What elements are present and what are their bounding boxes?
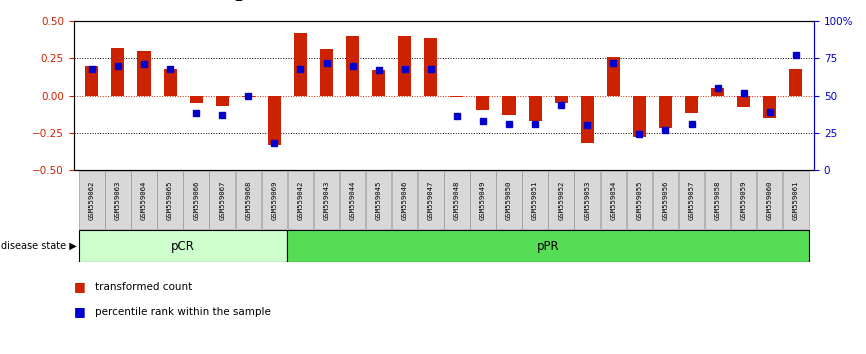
Text: GSM559055: GSM559055: [637, 180, 643, 220]
Bar: [346, 36, 359, 96]
Bar: [365, 171, 391, 229]
Text: GSM559045: GSM559045: [376, 180, 382, 220]
Text: GSM559044: GSM559044: [350, 180, 356, 220]
Bar: [424, 38, 437, 96]
Bar: [679, 171, 704, 229]
Bar: [763, 96, 776, 118]
Bar: [450, 96, 463, 97]
Bar: [164, 69, 177, 96]
Bar: [268, 96, 281, 145]
Bar: [470, 171, 495, 229]
Bar: [659, 96, 672, 128]
Text: GSM559050: GSM559050: [506, 180, 512, 220]
Bar: [757, 171, 783, 229]
Bar: [502, 96, 515, 115]
Text: percentile rank within the sample: percentile rank within the sample: [95, 307, 271, 316]
Bar: [79, 171, 105, 229]
Bar: [339, 171, 365, 229]
Text: GSM559059: GSM559059: [740, 180, 746, 220]
Bar: [444, 171, 469, 229]
Bar: [294, 33, 307, 96]
Text: GSM559051: GSM559051: [532, 180, 538, 220]
Text: GSM559066: GSM559066: [193, 180, 199, 220]
Bar: [138, 51, 151, 96]
Text: GSM559062: GSM559062: [89, 180, 95, 220]
Bar: [313, 171, 339, 229]
Text: GSM559043: GSM559043: [324, 180, 329, 220]
Bar: [653, 171, 678, 229]
Bar: [522, 171, 548, 229]
Text: GSM559069: GSM559069: [271, 180, 277, 220]
Bar: [633, 96, 646, 137]
Bar: [132, 171, 157, 229]
Bar: [190, 96, 203, 103]
Bar: [79, 230, 288, 262]
Text: GSM559053: GSM559053: [585, 180, 591, 220]
Bar: [476, 96, 489, 110]
Bar: [392, 171, 417, 229]
Bar: [398, 36, 411, 96]
Text: GSM559060: GSM559060: [766, 180, 772, 220]
Bar: [554, 96, 568, 103]
Bar: [184, 171, 209, 229]
Text: GSM559048: GSM559048: [454, 180, 460, 220]
Text: GSM559047: GSM559047: [428, 180, 434, 220]
Bar: [105, 171, 131, 229]
Text: GSM559042: GSM559042: [297, 180, 303, 220]
Bar: [711, 88, 724, 96]
Text: ■: ■: [74, 305, 86, 318]
Text: GSM559058: GSM559058: [714, 180, 721, 220]
Bar: [607, 57, 620, 96]
Text: GSM559068: GSM559068: [245, 180, 251, 220]
Bar: [236, 171, 261, 229]
Text: pCR: pCR: [171, 240, 195, 252]
Bar: [600, 171, 626, 229]
Text: disease state ▶: disease state ▶: [1, 241, 76, 251]
Text: transformed count: transformed count: [95, 282, 192, 292]
Bar: [705, 171, 730, 229]
Bar: [783, 171, 809, 229]
Text: GSM559061: GSM559061: [792, 180, 798, 220]
Bar: [496, 171, 522, 229]
Bar: [418, 171, 443, 229]
Text: GSM559049: GSM559049: [480, 180, 486, 220]
Bar: [320, 50, 333, 96]
Bar: [789, 69, 802, 96]
Bar: [86, 66, 99, 96]
Bar: [548, 171, 574, 229]
Text: ■: ■: [74, 280, 86, 293]
Bar: [574, 171, 600, 229]
Bar: [627, 171, 652, 229]
Bar: [731, 171, 756, 229]
Text: GSM559057: GSM559057: [688, 180, 695, 220]
Bar: [528, 96, 541, 121]
Bar: [216, 96, 229, 106]
Bar: [372, 70, 385, 96]
Bar: [242, 96, 255, 97]
Bar: [581, 96, 594, 143]
Bar: [210, 171, 235, 229]
Text: pPR: pPR: [537, 240, 559, 252]
Text: GSM559056: GSM559056: [662, 180, 669, 220]
Text: GSM559067: GSM559067: [219, 180, 225, 220]
Text: GSM559065: GSM559065: [167, 180, 173, 220]
Bar: [288, 230, 809, 262]
Bar: [158, 171, 183, 229]
Text: GSM559064: GSM559064: [141, 180, 147, 220]
Text: GSM559052: GSM559052: [559, 180, 564, 220]
Text: GSM559054: GSM559054: [611, 180, 617, 220]
Bar: [288, 171, 313, 229]
Text: GSM559046: GSM559046: [402, 180, 408, 220]
Bar: [685, 96, 698, 113]
Bar: [112, 48, 125, 96]
Bar: [737, 96, 750, 108]
Text: GSM559063: GSM559063: [115, 180, 121, 220]
Bar: [262, 171, 288, 229]
